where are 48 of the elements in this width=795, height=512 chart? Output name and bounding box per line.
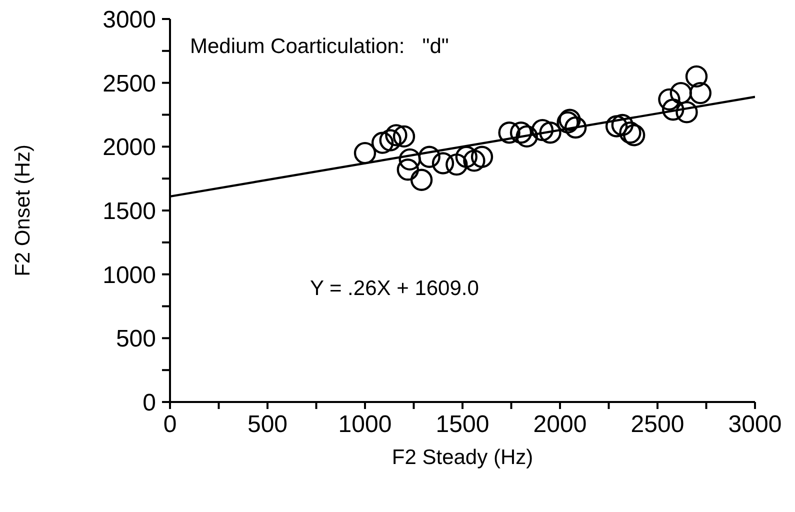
x-tick-label: 1500 xyxy=(436,411,490,438)
point xyxy=(470,146,494,168)
point xyxy=(611,114,634,136)
x-axis-title: F2 Steady (Hz) xyxy=(392,446,534,469)
y-tick-label: 1000 xyxy=(102,262,156,289)
point xyxy=(510,122,532,144)
x-tick-label: 500 xyxy=(247,411,288,438)
annotation: Medium Coarticulation: "d" xyxy=(190,35,449,59)
point xyxy=(662,98,684,121)
y-tick-label: 2000 xyxy=(102,134,156,162)
y-tick-label: 2500 xyxy=(102,70,156,98)
y-axis-title: F2 Onset (Hz) xyxy=(11,144,34,276)
point xyxy=(676,101,698,124)
point xyxy=(564,116,587,139)
x-tick-label: 0 xyxy=(163,411,177,438)
point xyxy=(455,146,478,168)
point xyxy=(516,125,538,148)
x-tick-label: 2000 xyxy=(533,411,587,438)
point xyxy=(354,142,376,164)
point xyxy=(463,150,486,172)
point xyxy=(371,132,394,154)
point xyxy=(623,124,646,146)
point xyxy=(418,146,440,168)
point xyxy=(432,152,454,174)
point xyxy=(379,129,402,152)
point xyxy=(605,115,628,138)
y-tick-label: 0 xyxy=(142,390,156,417)
point xyxy=(385,124,408,146)
point xyxy=(531,118,554,142)
point xyxy=(670,82,692,104)
point xyxy=(446,153,468,176)
y-tick-label: 1500 xyxy=(102,198,156,226)
point xyxy=(398,148,421,171)
x-tick-label: 3000 xyxy=(728,411,782,438)
point xyxy=(619,122,642,144)
x-tick-label: 1000 xyxy=(338,411,392,438)
y-tick-label: 500 xyxy=(116,326,156,353)
point xyxy=(689,82,712,104)
annotation: Y = .26X + 1609.0 xyxy=(310,277,479,301)
point xyxy=(498,122,520,144)
point xyxy=(410,168,433,191)
point xyxy=(685,65,708,88)
point xyxy=(396,158,419,181)
point xyxy=(392,125,416,148)
point xyxy=(539,122,562,144)
x-tick-label: 2500 xyxy=(630,411,684,438)
point xyxy=(658,88,680,111)
y-tick-label: 3000 xyxy=(102,6,156,34)
